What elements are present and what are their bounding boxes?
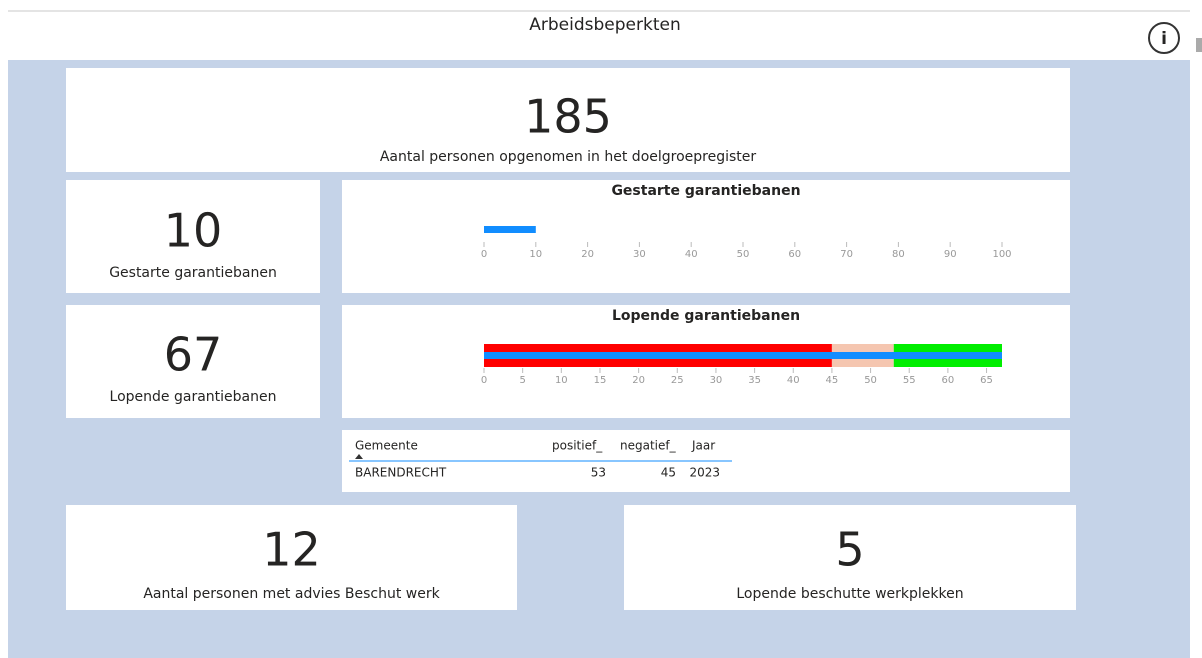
x-tick-label: 0 <box>481 375 487 386</box>
page-title: Arbeidsbeperkten <box>529 15 680 35</box>
column-header: negatief_ <box>620 439 677 453</box>
card-label: Lopende beschutte werkplekken <box>736 586 963 602</box>
table-cell: 2023 <box>689 466 720 480</box>
x-tick-label: 5 <box>519 375 525 386</box>
x-tick-label: 40 <box>787 375 800 386</box>
panel <box>66 68 1070 172</box>
x-tick-label: 80 <box>892 249 905 260</box>
column-header: Jaar <box>691 439 715 453</box>
content: 185 Aantal personen opgenomen in het doel… <box>66 68 1076 610</box>
x-tick-label: 70 <box>840 249 853 260</box>
x-tick-label: 15 <box>594 375 607 386</box>
card-value: 12 <box>262 523 321 577</box>
value-bar <box>484 226 536 233</box>
x-tick-label: 90 <box>944 249 957 260</box>
gauge-title: Lopende garantiebanen <box>612 308 800 324</box>
x-tick-label: 10 <box>555 375 568 386</box>
info-icon[interactable]: i <box>1148 22 1180 54</box>
x-tick-label: 30 <box>633 249 646 260</box>
card-value: 67 <box>164 328 223 382</box>
info-i[interactable]: i <box>1161 29 1167 49</box>
x-tick-label: 25 <box>671 375 684 386</box>
x-tick-label: 30 <box>710 375 723 386</box>
x-tick-label: 100 <box>992 249 1011 260</box>
value-bar <box>484 352 1002 359</box>
x-tick-label: 45 <box>826 375 839 386</box>
x-tick-label: 50 <box>737 249 750 260</box>
x-tick-label: 35 <box>748 375 761 386</box>
card-value: 185 <box>524 90 612 144</box>
panel <box>624 505 1076 610</box>
info-circle[interactable] <box>1148 22 1180 54</box>
x-tick-label: 55 <box>903 375 916 386</box>
card-label: Lopende garantiebanen <box>110 389 277 405</box>
x-tick-label: 60 <box>942 375 955 386</box>
sort-arrow <box>355 454 363 459</box>
card-value: 10 <box>164 204 223 258</box>
x-tick-label: 40 <box>685 249 698 260</box>
x-tick-label: 10 <box>529 249 542 260</box>
card-label: Aantal personen met advies Beschut werk <box>143 586 440 602</box>
x-tick-label: 20 <box>581 249 594 260</box>
gauge-title: Gestarte garantiebanen <box>611 183 800 199</box>
card-label: Gestarte garantiebanen <box>109 265 277 281</box>
column-header: positief_ <box>552 439 603 453</box>
panel <box>66 305 320 418</box>
panel <box>342 180 1070 293</box>
table-cell: 45 <box>661 466 676 480</box>
table-cell: BARENDRECHT <box>355 466 447 480</box>
card-value: 5 <box>835 523 864 577</box>
x-tick-label: 65 <box>980 375 993 386</box>
column-header: Gemeente <box>355 439 418 453</box>
x-tick-label: 60 <box>788 249 801 260</box>
table-cell: 53 <box>591 466 606 480</box>
x-tick-label: 20 <box>632 375 645 386</box>
card-label: Aantal personen opgenomen in het doelgro… <box>380 149 757 165</box>
x-tick-label: 50 <box>864 375 877 386</box>
panel <box>66 505 517 610</box>
panel <box>66 180 320 293</box>
scrollbar <box>1196 38 1202 52</box>
x-tick-label: 0 <box>481 249 487 260</box>
